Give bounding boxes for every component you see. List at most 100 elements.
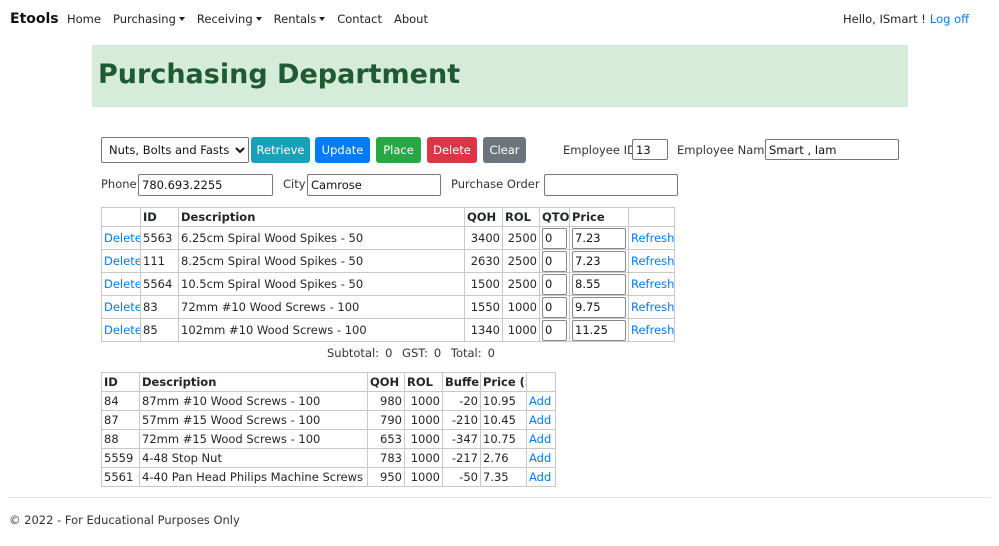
- delete-link[interactable]: Delete: [104, 300, 141, 314]
- add-link[interactable]: Add: [529, 394, 552, 408]
- header-cell: [526, 372, 556, 392]
- cell: Delete: [101, 249, 141, 273]
- button[interactable]: Delete: [427, 137, 477, 163]
- vendor-select[interactable]: Nuts, Bolts and Fastseners: [101, 137, 249, 163]
- qto-input[interactable]: [542, 296, 567, 318]
- delete-link[interactable]: Delete: [104, 277, 141, 291]
- label: Purchase Order #: [451, 177, 553, 191]
- cell: [539, 295, 570, 319]
- qto-input[interactable]: [542, 250, 567, 272]
- cell: Refresh: [628, 318, 675, 342]
- cell: -347: [442, 429, 481, 449]
- nav-link[interactable]: Home: [67, 12, 101, 26]
- order-row: Delete 111 8.25cm Spiral Wood Spikes - 50 2…: [101, 249, 675, 273]
- cell: 7.35: [480, 467, 527, 487]
- inventory-row: 84 87mm #10 Wood Screws - 100 980 1000 -20 10…: [101, 391, 556, 411]
- user-area: Hello, ISmart ! Log off: [843, 12, 969, 26]
- employee-name-input[interactable]: [765, 139, 899, 160]
- cell: -20: [442, 391, 481, 411]
- cell: 102mm #10 Wood Screws - 100: [178, 318, 465, 342]
- add-link[interactable]: Add: [529, 413, 552, 427]
- refresh-link[interactable]: Refresh: [631, 300, 675, 314]
- label: GST:: [402, 346, 428, 360]
- po-input[interactable]: [544, 174, 678, 196]
- cell: 10.45: [480, 410, 527, 430]
- cell: 88: [101, 429, 140, 449]
- header-cell: [628, 207, 675, 227]
- cell: [569, 226, 629, 250]
- button[interactable]: Place: [376, 137, 421, 163]
- button[interactable]: Clear: [483, 137, 526, 163]
- cell: Delete: [101, 318, 141, 342]
- price-input[interactable]: [572, 250, 626, 272]
- button[interactable]: Retrieve: [251, 137, 310, 163]
- cell: 4-40 Pan Head Philips Machine Screws: [139, 467, 368, 487]
- cell: 2630: [464, 249, 503, 273]
- cell: Add: [526, 410, 556, 430]
- city-input[interactable]: [307, 174, 441, 196]
- refresh-link[interactable]: Refresh: [631, 277, 675, 291]
- price-input[interactable]: [572, 319, 626, 341]
- cell: 111: [140, 249, 179, 273]
- cell: 57mm #15 Wood Screws - 100: [139, 410, 368, 430]
- cell: -50: [442, 467, 481, 487]
- nav-link[interactable]: Contact: [337, 12, 382, 26]
- nav-link[interactable]: Receiving: [197, 12, 262, 26]
- header-cell: Description: [178, 207, 465, 227]
- cell: Add: [526, 429, 556, 449]
- cell: 2500: [502, 272, 540, 296]
- footer: © 2022 - For Educational Purposes Only: [9, 513, 240, 527]
- employee-id-input[interactable]: [632, 139, 668, 160]
- refresh-link[interactable]: Refresh: [631, 231, 675, 245]
- refresh-link[interactable]: Refresh: [631, 254, 675, 268]
- cell: 6.25cm Spiral Wood Spikes - 50: [178, 226, 465, 250]
- label: Subtotal:: [327, 346, 380, 360]
- add-link[interactable]: Add: [529, 470, 552, 484]
- qto-input[interactable]: [542, 273, 567, 295]
- refresh-link[interactable]: Refresh: [631, 323, 675, 337]
- cell: 2.76: [480, 448, 527, 468]
- delete-link[interactable]: Delete: [104, 254, 141, 268]
- header-cell: Price ($): [480, 372, 527, 392]
- add-link[interactable]: Add: [529, 451, 552, 465]
- header-cell: QTO: [539, 207, 570, 227]
- logoff-link[interactable]: Log off: [929, 12, 970, 26]
- nav-links: Home Purchasing Receiving Rentals Contact Abo…: [67, 12, 428, 26]
- delete-link[interactable]: Delete: [104, 231, 141, 245]
- cell: 1000: [404, 429, 443, 449]
- cell: 72mm #15 Wood Screws - 100: [139, 429, 368, 449]
- cell: 72mm #10 Wood Screws - 100: [178, 295, 465, 319]
- nav-link[interactable]: Rentals: [274, 12, 326, 26]
- totals: Subtotal: 0 GST: 0 Total: 0: [327, 346, 501, 360]
- cell: Delete: [101, 226, 141, 250]
- header-cell: Description: [139, 372, 368, 392]
- footer-rule: [8, 497, 991, 498]
- delete-link[interactable]: Delete: [104, 323, 141, 337]
- brand[interactable]: Etools: [10, 11, 59, 27]
- cell: [569, 272, 629, 296]
- order-table: ID Description QOH ROL QTO Price Delete 5563 6.2…: [101, 207, 675, 342]
- price-input[interactable]: [572, 273, 626, 295]
- cell: 1000: [404, 448, 443, 468]
- price-input[interactable]: [572, 296, 626, 318]
- header-cell: Buffer: [442, 372, 481, 392]
- phone-input[interactable]: [138, 174, 273, 196]
- cell: [539, 318, 570, 342]
- total: 0: [487, 346, 495, 360]
- cell: 1000: [404, 391, 443, 411]
- order-row: Delete 85 102mm #10 Wood Screws - 100 1340 1…: [101, 318, 675, 342]
- cell: 5563: [140, 226, 179, 250]
- qto-input[interactable]: [542, 319, 567, 341]
- qto-input[interactable]: [542, 227, 567, 249]
- label: Employee ID: [563, 143, 636, 157]
- nav-link[interactable]: About: [393, 12, 428, 26]
- price-input[interactable]: [572, 227, 626, 249]
- cell: 1000: [502, 295, 540, 319]
- cell: 1550: [464, 295, 503, 319]
- button[interactable]: Update: [315, 137, 370, 163]
- cell: 3400: [464, 226, 503, 250]
- add-link[interactable]: Add: [529, 432, 552, 446]
- cell: 1000: [404, 410, 443, 430]
- header-banner: Purchasing Department: [92, 45, 908, 107]
- nav-link[interactable]: Purchasing: [113, 12, 185, 26]
